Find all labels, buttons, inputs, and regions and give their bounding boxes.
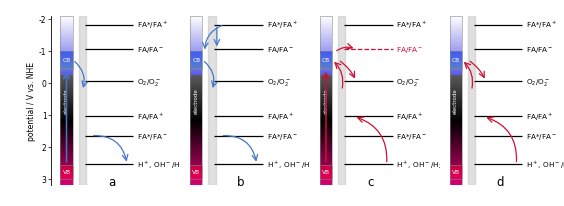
Text: O$_2$/O$_2^-$: O$_2$/O$_2^-$ [396, 76, 420, 87]
Text: O$_2$/O$_2^-$: O$_2$/O$_2^-$ [526, 76, 550, 87]
Text: FA/FA$^+$: FA/FA$^+$ [526, 111, 553, 123]
Text: FA/FA$^+$: FA/FA$^+$ [267, 111, 294, 123]
Text: FA*/FA$^+$: FA*/FA$^+$ [137, 20, 168, 31]
Bar [208, 16, 215, 185]
Text: VB: VB [63, 170, 70, 174]
Bar [190, 16, 202, 185]
Text: FA*/FA$^+$: FA*/FA$^+$ [267, 20, 298, 31]
Bar [190, 52, 202, 69]
Bar [450, 52, 462, 69]
Bar [320, 52, 332, 69]
Text: FA*/FA$^-$: FA*/FA$^-$ [396, 131, 428, 141]
Text: FA/FA$^-$: FA/FA$^-$ [267, 45, 294, 55]
Bar [190, 165, 202, 179]
Text: FA/FA$^+$: FA/FA$^+$ [137, 111, 164, 123]
Bar [60, 16, 73, 185]
Text: VB: VB [452, 170, 460, 174]
Bar [338, 16, 345, 185]
Text: FA/FA$^+$: FA/FA$^+$ [396, 111, 424, 123]
Text: CB: CB [63, 58, 70, 63]
Bar [320, 165, 332, 179]
Text: electrode: electrode [324, 88, 328, 114]
Text: a: a [108, 175, 115, 188]
Text: O$_2$/O$_2^-$: O$_2$/O$_2^-$ [267, 76, 290, 87]
Text: FA/FA$^-$: FA/FA$^-$ [396, 45, 424, 55]
Bar [320, 16, 332, 185]
Text: VB: VB [322, 170, 330, 174]
Text: CB: CB [452, 58, 460, 63]
Text: d: d [497, 175, 504, 188]
Y-axis label: potential / V vs. NHE: potential / V vs. NHE [27, 62, 36, 140]
Bar [450, 165, 462, 179]
Bar [450, 16, 462, 185]
Text: FA*/FA$^+$: FA*/FA$^+$ [396, 20, 428, 31]
Text: electrode: electrode [64, 88, 69, 114]
Bar [78, 16, 86, 185]
Bar [468, 16, 475, 185]
Text: H$^+$, OH$^-$/H$_2$O: H$^+$, OH$^-$/H$_2$O [396, 159, 449, 170]
Text: FA/FA$^-$: FA/FA$^-$ [137, 45, 164, 55]
Bar [60, 165, 73, 179]
Bar [60, 52, 73, 69]
Text: FA/FA$^-$: FA/FA$^-$ [526, 45, 553, 55]
Text: O$_2$/O$_2^-$: O$_2$/O$_2^-$ [137, 76, 161, 87]
Text: VB: VB [192, 170, 200, 174]
Text: FA*/FA$^-$: FA*/FA$^-$ [267, 131, 298, 141]
Text: b: b [237, 175, 245, 188]
Text: c: c [368, 175, 374, 188]
Text: H$^+$, OH$^-$/H$_2$O: H$^+$, OH$^-$/H$_2$O [267, 159, 319, 170]
Text: CB: CB [322, 58, 330, 63]
Text: H$^+$, OH$^-$/H$_2$O: H$^+$, OH$^-$/H$_2$O [526, 159, 564, 170]
Text: electrode: electrode [194, 88, 199, 114]
Text: electrode: electrode [453, 88, 458, 114]
Text: CB: CB [192, 58, 200, 63]
Text: FA*/FA$^+$: FA*/FA$^+$ [526, 20, 557, 31]
Text: FA*/FA$^-$: FA*/FA$^-$ [137, 131, 168, 141]
Text: FA*/FA$^-$: FA*/FA$^-$ [526, 131, 557, 141]
Text: H$^+$, OH$^-$/H$_2$O: H$^+$, OH$^-$/H$_2$O [137, 159, 190, 170]
